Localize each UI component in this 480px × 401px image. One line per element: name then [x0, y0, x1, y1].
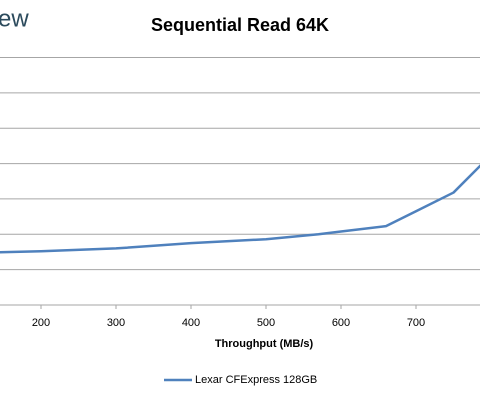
chart-title: Sequential Read 64K: [151, 15, 329, 35]
x-tick-label: 400: [182, 317, 200, 329]
data-line: [0, 164, 480, 254]
legend-label: Lexar CFExpress 128GB: [195, 374, 317, 386]
x-tick-label: 300: [107, 317, 125, 329]
brand-logo: ew: [0, 5, 29, 32]
x-tick-label: 600: [332, 317, 350, 329]
x-tick-label: 200: [32, 317, 50, 329]
x-axis-label: Throughput (MB/s): [215, 338, 314, 350]
x-tick-label: 500: [257, 317, 275, 329]
x-tick-label: 700: [407, 317, 425, 329]
